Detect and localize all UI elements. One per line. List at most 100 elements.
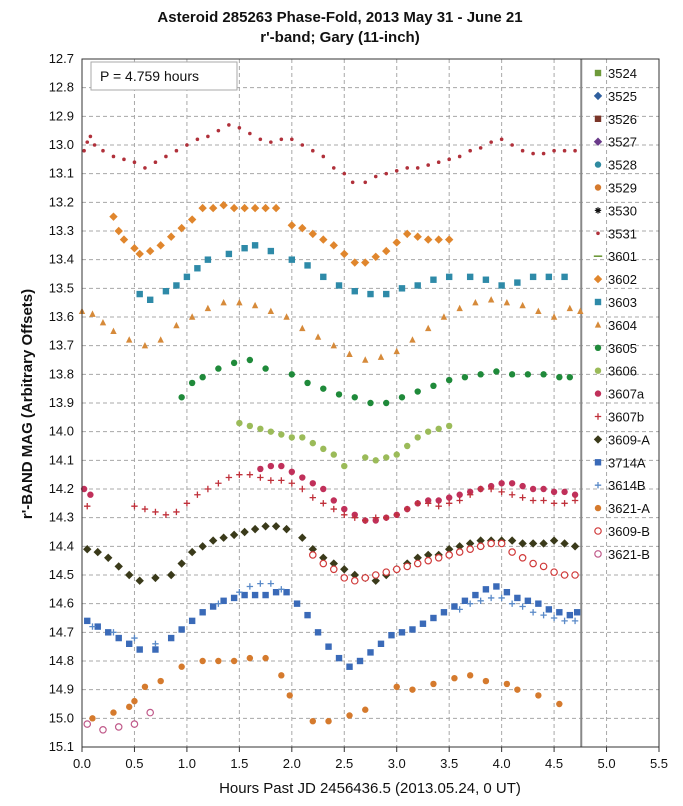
data-point [561, 273, 568, 281]
data-point [88, 134, 93, 139]
data-point [392, 238, 401, 247]
legend-item: 3524 [594, 66, 637, 81]
data-point [362, 454, 369, 461]
data-point [434, 553, 443, 562]
data-point [267, 477, 275, 484]
data-point [104, 553, 113, 562]
y-tick-label: 13.1 [49, 166, 74, 181]
data-point [519, 301, 526, 309]
data-point [109, 212, 118, 221]
data-point [225, 250, 233, 258]
data-point [398, 285, 406, 292]
data-point [325, 643, 332, 650]
y-tick-label: 12.7 [49, 51, 74, 66]
data-point [409, 686, 416, 693]
legend-marker [594, 321, 602, 328]
data-point [413, 232, 422, 241]
data-point [185, 143, 189, 147]
data-point [125, 570, 134, 580]
data-point [215, 657, 222, 665]
data-point [267, 462, 275, 470]
legend-marker [594, 298, 602, 306]
legend-item: 3714A [594, 455, 646, 470]
data-point [290, 137, 294, 142]
data-point [141, 341, 149, 349]
data-point [188, 313, 196, 320]
data-point [573, 609, 581, 616]
data-point [329, 241, 338, 250]
data-point [146, 296, 154, 303]
data-point [230, 657, 238, 665]
data-point [271, 522, 281, 531]
data-point [350, 258, 359, 267]
data-point [493, 583, 500, 590]
data-point [472, 298, 479, 306]
data-point [111, 154, 116, 159]
data-point [267, 580, 275, 587]
legend-marker [594, 344, 602, 351]
data-point [528, 539, 538, 548]
data-point [371, 571, 380, 579]
x-tick-labels: 0.0 0.5 1.0 1.5 2.0 2.5 3.0 3.5 4.0 4.5 5.0 5.5 [73, 756, 668, 771]
data-point [394, 169, 399, 173]
data-point [445, 551, 453, 559]
data-point [571, 571, 579, 579]
data-point [335, 391, 343, 398]
legend-item: 3604 [594, 318, 637, 333]
data-point [508, 600, 516, 607]
y-tick-label: 12.9 [49, 108, 74, 123]
legend-item: 3528 [594, 158, 637, 173]
y-tick-label: 14.4 [49, 538, 74, 553]
data-point [472, 591, 479, 599]
series-3604 [78, 296, 584, 363]
legend-marker [594, 550, 602, 558]
data-point [215, 365, 222, 372]
data-point [309, 480, 316, 487]
data-point [398, 394, 406, 401]
data-point [550, 568, 558, 576]
data-point [101, 148, 105, 153]
data-point [340, 574, 349, 582]
data-point [219, 201, 228, 210]
data-point [503, 589, 511, 596]
data-point [393, 347, 400, 355]
y-tick-label: 14.9 [49, 682, 74, 697]
data-point [199, 657, 206, 665]
data-point [153, 160, 158, 164]
legend-label: 3614B [608, 478, 646, 493]
data-point [85, 140, 90, 144]
x-tick-label: 3.0 [388, 756, 406, 771]
legend-item: 3606 [594, 364, 637, 379]
data-point [405, 166, 410, 170]
data-point [230, 594, 238, 602]
y-tick-label: 13.7 [49, 338, 74, 353]
data-point [174, 148, 179, 153]
y-tick-label: 13.8 [49, 366, 74, 381]
data-point [466, 600, 474, 607]
data-point [248, 131, 252, 136]
data-point [219, 533, 228, 542]
data-point [498, 282, 505, 289]
data-point [435, 497, 442, 504]
legend-marker [593, 274, 603, 284]
data-point [308, 229, 317, 239]
legend-label: 3526 [608, 112, 637, 127]
legend-label: 3525 [608, 89, 637, 104]
data-point [482, 276, 490, 283]
data-point [246, 422, 254, 430]
data-point [114, 562, 123, 571]
data-point [571, 497, 579, 504]
data-point [126, 336, 133, 343]
x-tick-label: 1.0 [178, 756, 196, 771]
data-point [514, 279, 521, 286]
plot-area-frame [81, 58, 660, 748]
data-point [346, 350, 353, 357]
y-tick-label: 14.8 [49, 653, 74, 668]
data-point [466, 545, 474, 554]
data-point [508, 548, 516, 556]
data-point [299, 324, 306, 332]
legend-item: 3607b [594, 410, 644, 425]
legend-label: 3531 [608, 226, 637, 241]
data-point [477, 371, 484, 378]
data-point [309, 718, 316, 725]
